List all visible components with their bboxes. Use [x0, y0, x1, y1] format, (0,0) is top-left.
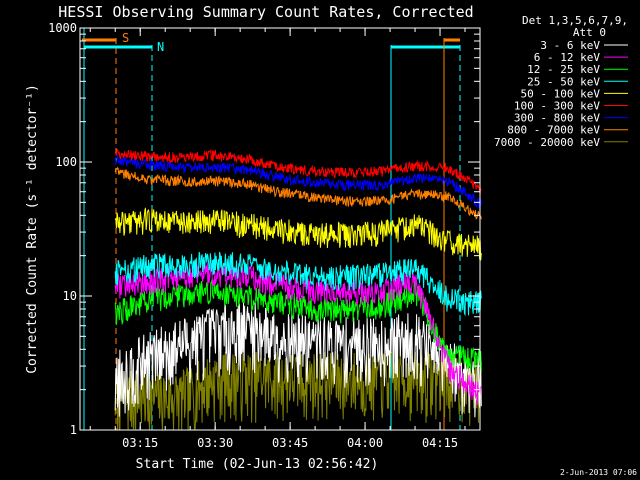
series-line: [114, 302, 482, 418]
series-line: [114, 207, 482, 261]
series-line: [114, 262, 482, 406]
series-line: [114, 251, 482, 317]
y-tick-label: 10: [63, 289, 77, 303]
series-line: [114, 148, 482, 195]
legend-label: 6 - 12 keV: [534, 51, 601, 64]
n-marker-label: N: [157, 40, 164, 54]
series-layer: [114, 148, 482, 431]
s-marker-label: S: [122, 31, 129, 45]
x-axis: 03:15 03:30 03:45 04:00 04:15: [89, 28, 466, 450]
x-tick-label: 03:30: [197, 436, 233, 450]
x-axis-label: Start Time (02-Jun-13 02:56:42): [136, 457, 379, 472]
y-axis: 1 10 100 1000: [48, 21, 480, 437]
legend-label: 7000 - 20000 keV: [494, 136, 600, 149]
legend-label: 100 - 300 keV: [514, 100, 600, 113]
legend-label: 300 - 800 keV: [514, 112, 600, 125]
legend-label: 25 - 50 keV: [527, 75, 600, 88]
plot-timestamp: 2-Jun-2013 07:06: [560, 468, 637, 477]
y-tick-label: 1000: [48, 21, 77, 35]
x-tick-label: 04:15: [422, 436, 458, 450]
x-tick-label: 03:45: [272, 436, 308, 450]
legend-header-detectors: Det 1,3,5,6,7,9,: [522, 14, 628, 27]
legend-label: 800 - 7000 keV: [507, 124, 600, 137]
x-tick-label: 04:00: [347, 436, 383, 450]
y-tick-label: 100: [55, 155, 77, 169]
x-tick-label: 03:15: [122, 436, 158, 450]
series-line: [114, 166, 482, 220]
legend-label: 12 - 25 keV: [527, 63, 600, 76]
y-axis-label: Corrected Count Rate (s⁻¹ detector⁻¹): [25, 84, 40, 374]
legend-label: 3 - 6 keV: [540, 39, 600, 52]
plot-frame: [79, 27, 481, 431]
legend-label: 50 - 100 keV: [521, 87, 601, 100]
legend-header-attenuator: Att 0: [573, 26, 606, 39]
series-line: [114, 154, 482, 209]
y-tick-label: 1: [70, 423, 77, 437]
chart-title: HESSI Observing Summary Count Rates, Cor…: [58, 3, 473, 21]
